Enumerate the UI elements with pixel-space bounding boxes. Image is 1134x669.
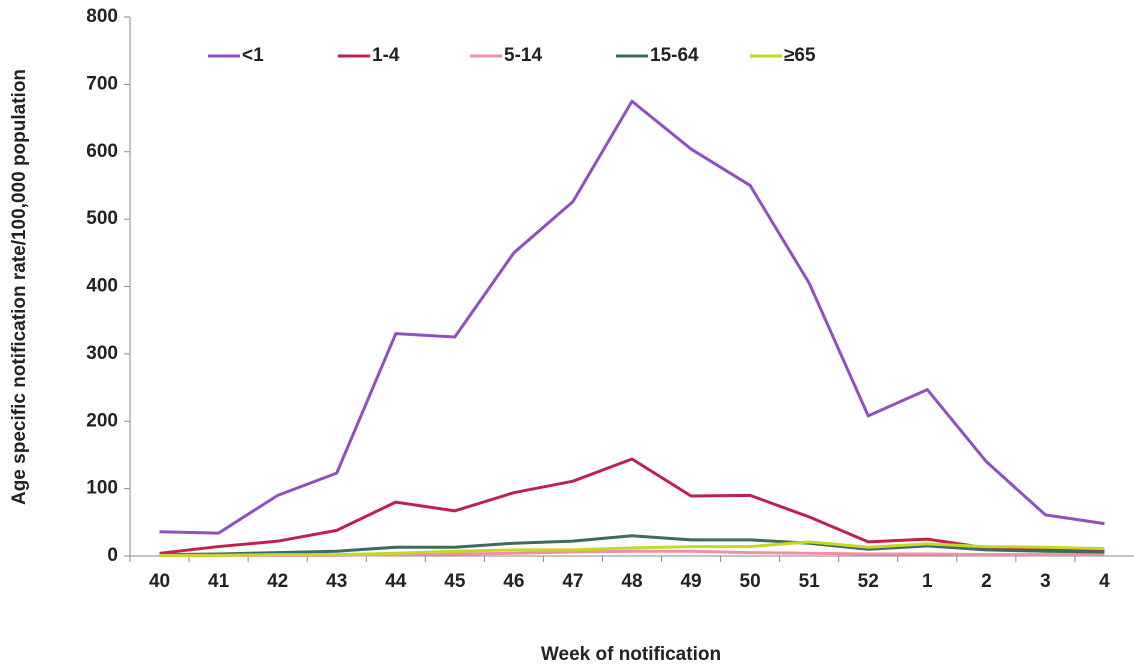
x-tick-label: 46 (503, 571, 524, 592)
x-tick-label: 1 (922, 571, 933, 592)
y-tick-label: 300 (86, 343, 118, 364)
line-series (159, 540, 1105, 557)
line-series (159, 99, 1105, 535)
legend-label: ≥65 (784, 45, 816, 66)
x-tick-label: 40 (149, 571, 170, 592)
x-tick-label: 42 (267, 571, 288, 592)
x-tick-label: 44 (385, 571, 407, 592)
x-tick-label: 51 (799, 571, 821, 592)
x-tick-label: 47 (562, 571, 583, 592)
x-tick-label: 50 (740, 571, 761, 592)
x-tick-label: 43 (326, 571, 347, 592)
y-tick-label: 0 (107, 545, 118, 566)
y-tick-label: 500 (86, 208, 118, 229)
x-tick-label: 2 (981, 571, 992, 592)
x-tick-label: 52 (858, 571, 879, 592)
y-tick-label: 100 (86, 478, 118, 499)
y-tick-label: 800 (86, 6, 118, 27)
legend-label: 5-14 (504, 45, 542, 66)
x-tick-label: 41 (208, 571, 230, 592)
line-series (159, 457, 1105, 555)
x-tick-label: 3 (1040, 571, 1051, 592)
line-series (159, 534, 1105, 557)
x-tick-label: 4 (1099, 571, 1110, 592)
legend-label: 15-64 (650, 45, 699, 66)
y-tick-label: 700 (86, 73, 118, 94)
legend-label: 1-4 (372, 45, 400, 66)
y-axis-label: Age specific notification rate/100,000 p… (9, 69, 30, 505)
x-tick-label: 45 (444, 571, 466, 592)
y-tick-label: 200 (86, 410, 118, 431)
x-tick-label: 48 (621, 571, 642, 592)
x-axis-label: Week of notification (541, 644, 721, 665)
y-tick-label: 400 (86, 276, 118, 297)
y-tick-label: 600 (86, 141, 118, 162)
x-tick-label: 49 (680, 571, 701, 592)
legend-label: <1 (242, 45, 264, 66)
